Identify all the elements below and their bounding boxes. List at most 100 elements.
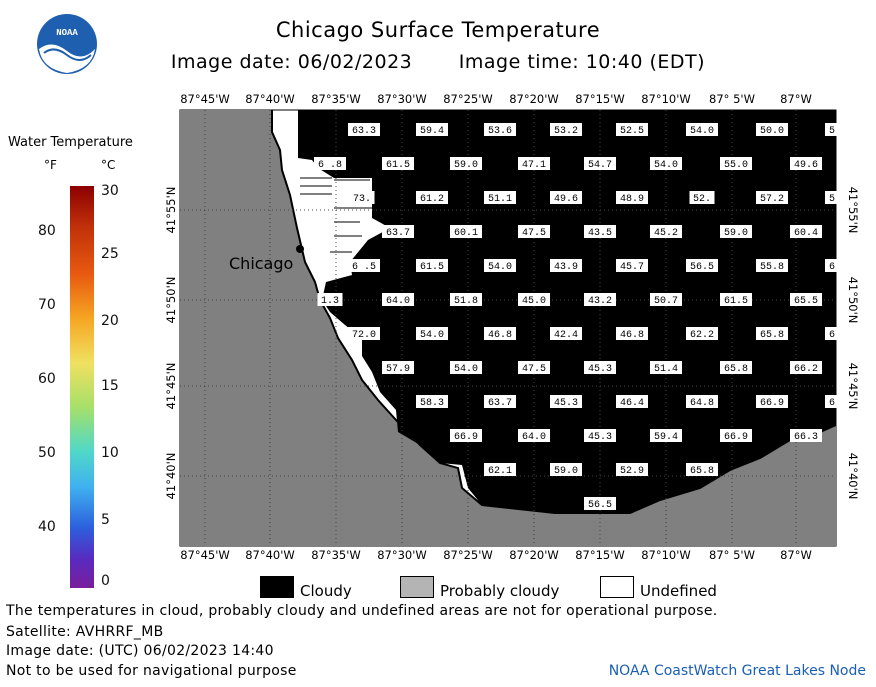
temperature-cell: 43.5 [584,225,616,239]
lat-label: 41°40'N [164,452,178,500]
image-date: Image date: 06/02/2023 [170,51,413,73]
temperature-cell: 66.9 [756,395,788,409]
image-time: Image time: 10:40 (EDT) [458,51,706,73]
temperature-cell: 61.5 [416,259,448,273]
temperature-cell: 54.0 [484,259,516,273]
noaa-logo: NOAA [37,14,97,74]
temperature-value: 65.8 [760,330,784,341]
image-subtitle: Image date: 06/02/2023 Image time: 10:40… [0,51,876,73]
temperature-cell: 73. [349,191,375,205]
temperature-cell: 72.0 [348,327,380,341]
temperature-value: 54.0 [454,364,478,375]
lon-label: 87°40'W [245,92,295,106]
temperature-value: 46.8 [620,330,644,341]
temperature-value: 45.0 [522,296,546,307]
temperature-cell: 56.5 [686,259,718,273]
temperature-cell: 6 [825,259,839,273]
temperature-cell: 60.1 [450,225,482,239]
temperature-value: 59.0 [724,228,748,239]
lon-label: 87°25'W [443,548,493,562]
footer-satellite: Satellite: AVHRRF_MB [6,624,164,640]
temperature-value: 66.9 [760,398,784,409]
legend-probably-cloudy-label: Probably cloudy [440,582,560,600]
legend-undefined-swatch [600,576,634,598]
temperature-value: 66.2 [794,364,818,375]
temperature-value: 59.4 [654,432,678,443]
temperature-value: 60.4 [794,228,818,239]
temperature-value: 43.5 [588,228,612,239]
temperature-value: 47.1 [522,160,546,171]
temperature-cell: 61.5 [720,293,752,307]
lat-label: 41°55'N [846,186,860,234]
celsius-tick: 5 [101,512,110,528]
lon-label: 87°30'W [377,92,427,106]
lat-label: 41°45'N [164,362,178,410]
temperature-cell: 65.8 [756,327,788,341]
temperature-value: 66.9 [724,432,748,443]
temperature-cell: 55.0 [720,157,752,171]
temperature-value: 56.5 [588,500,612,511]
lon-label: 87°35'W [311,92,361,106]
temperature-value: 65.8 [690,466,714,477]
lon-label: 87° 5'W [709,92,755,106]
lon-label: 87° 5'W [709,548,755,562]
temperature-cell: 45.3 [584,361,616,375]
temperature-cell: 55.8 [756,259,788,273]
temperature-value: 49.6 [554,194,578,205]
temperature-value: 5 [829,126,835,137]
temperature-value: 45.2 [654,228,678,239]
temperature-cell: 59.4 [416,123,448,137]
temperature-value: 45.3 [588,364,612,375]
footer-nav-warning: Not to be used for navigational purpose [6,663,297,679]
temperature-value: 6 [829,262,835,273]
chicago-marker [296,245,304,253]
temperature-cell: 49.6 [790,157,822,171]
temperature-cell: 47.5 [518,361,550,375]
temperature-value: 54.0 [654,160,678,171]
temperature-value: 48.9 [620,194,644,205]
temperature-cell: 66.2 [790,361,822,375]
fahrenheit-tick: 40 [38,519,56,535]
temperature-value: 47.5 [522,228,546,239]
temperature-cell: 66.9 [450,429,482,443]
temperature-value: 46.4 [620,398,644,409]
temperature-cell: 45.3 [550,395,582,409]
celsius-tick: 15 [101,378,119,394]
temperature-value: 66.9 [454,432,478,443]
legend-cloudy-swatch [260,576,294,598]
temperature-cell: 54.7 [584,157,616,171]
celsius-tick: 30 [101,183,119,199]
temperature-value: 42.4 [554,330,578,341]
noaa-logo-text: NOAA [56,28,78,38]
footer-utc-date: Image date: (UTC) 06/02/2023 14:40 [6,643,274,659]
temperature-cell: 54.0 [416,327,448,341]
temperature-value: 50.7 [654,296,678,307]
colorbar-title: Water Temperature [8,135,133,150]
temperature-value: 59.0 [554,466,578,477]
temperature-cell: 59.0 [720,225,752,239]
temperature-value: 55.8 [760,262,784,273]
temperature-value: 57.2 [760,194,784,205]
temperature-value: 45.3 [554,398,578,409]
temperature-value: 6 [829,330,835,341]
lat-label: 41°55'N [164,186,178,234]
lon-label: 87°15'W [575,548,625,562]
lon-label: 87°10'W [641,92,691,106]
temperature-cell: 57.2 [756,191,788,205]
temperature-cell: 63.7 [382,225,414,239]
lon-label: 87°20'W [509,548,559,562]
legend-probably-cloudy-swatch [400,576,434,598]
temperature-value: 6 .5 [352,262,376,273]
temperature-value: 50.0 [760,126,784,137]
temperature-value: 64.0 [522,432,546,443]
legend-undefined-label: Undefined [640,582,717,600]
temperature-value: 51.4 [654,364,678,375]
temperature-cell: 66.9 [720,429,752,443]
lon-label: 87°40'W [245,548,295,562]
temperature-cell: 57.9 [382,361,414,375]
temperature-value: 63.7 [386,228,410,239]
temperature-value: 54.0 [420,330,444,341]
temperature-value: 49.6 [794,160,818,171]
temperature-cell: 51.8 [450,293,482,307]
